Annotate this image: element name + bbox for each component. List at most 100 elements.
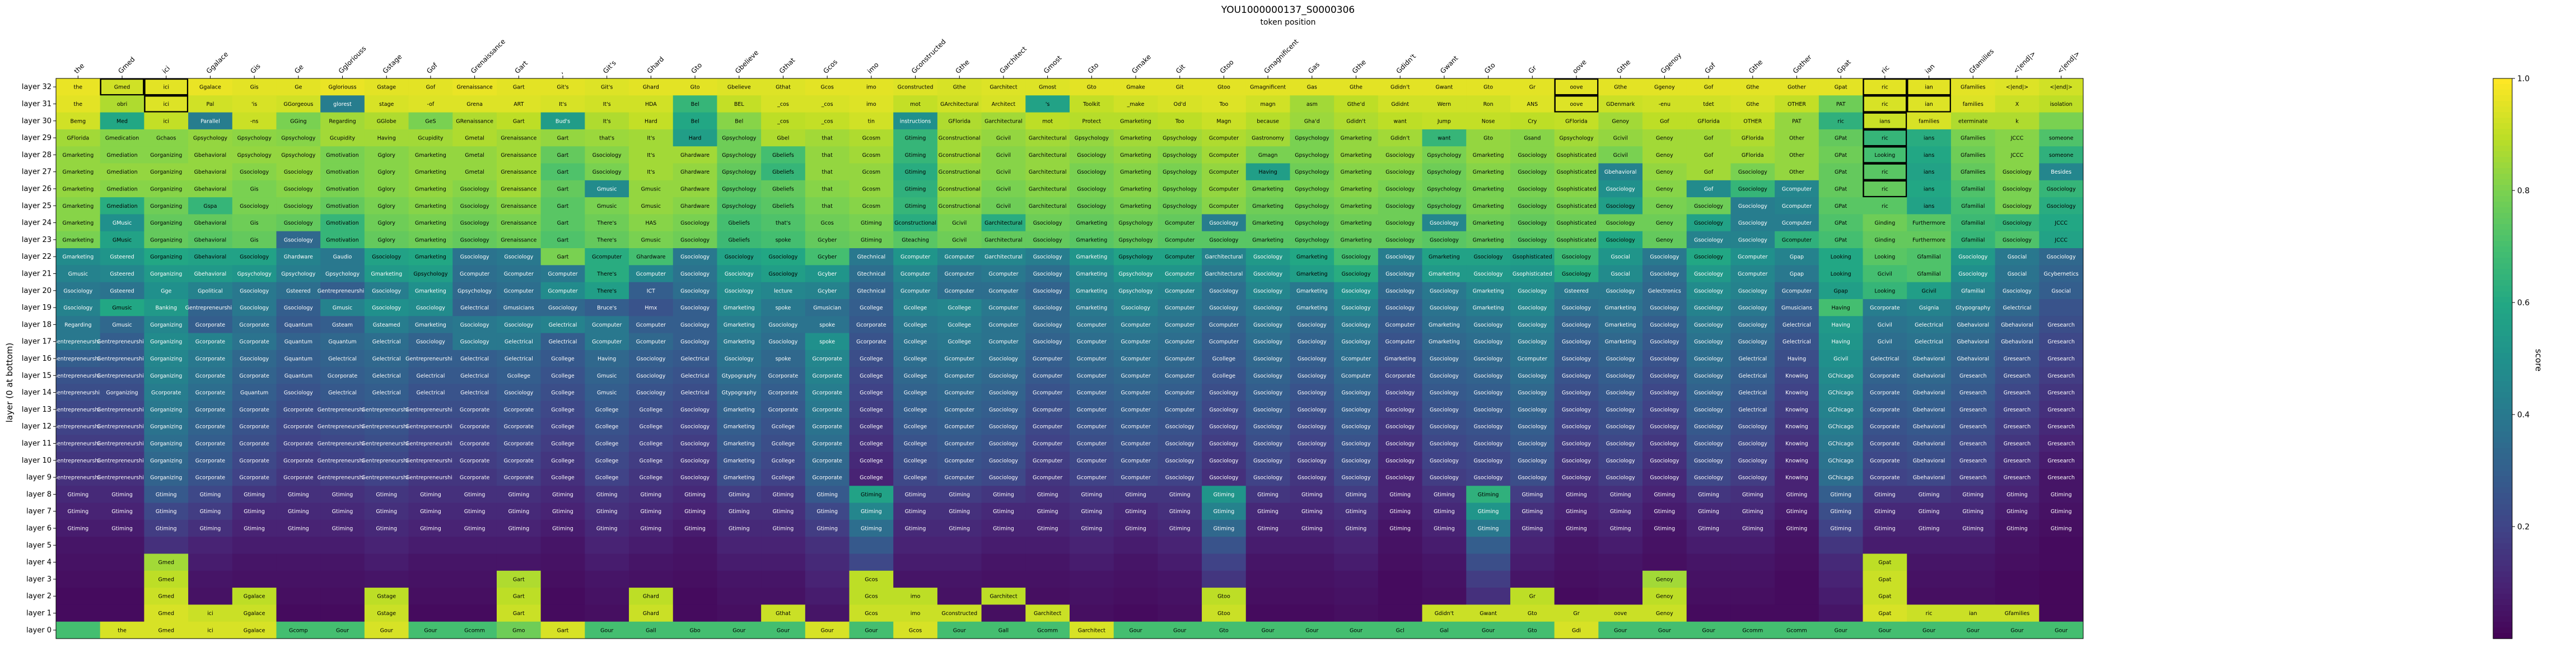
- cell-token-label: Gtiming: [1919, 509, 1940, 515]
- heatmap-cell: [1775, 553, 1819, 571]
- cell-token-label: Gcomputer: [1738, 254, 1767, 260]
- cell-token-label: Bel: [735, 118, 743, 124]
- heatmap-cell: [1466, 112, 1511, 130]
- cell-token-label: Gtiming: [68, 492, 89, 498]
- cell-token-label: Garchitectural: [1029, 186, 1067, 192]
- heatmap-cell: [893, 248, 938, 266]
- heatmap-cell: [1598, 180, 1643, 198]
- colorbar-swatch: [2493, 162, 2512, 169]
- cell-token-label: Gsociology: [1650, 475, 1679, 481]
- cell-token-label: Od'd: [1174, 101, 1186, 108]
- cell-token-label: It's: [647, 152, 655, 159]
- heatmap-cell: [1995, 570, 2040, 588]
- heatmap-cell: [893, 570, 938, 588]
- cell-token-label: Ghardware: [284, 254, 313, 260]
- heatmap-cell: [585, 231, 629, 249]
- cell-token-label: Gcosm: [862, 186, 881, 192]
- cell-token-label: GPat: [1835, 220, 1847, 226]
- cell-token-label: Gsociology: [1430, 220, 1459, 226]
- cell-token-label: Gtiming: [1037, 492, 1058, 498]
- cell-token-label: Gbehavioral: [1913, 458, 1945, 464]
- cell-token-label: Ggenoy: [1654, 85, 1675, 91]
- cell-token-label: Knowing: [1785, 424, 1808, 430]
- colorbar-swatch: [2493, 499, 2512, 505]
- heatmap-cell: [1025, 231, 1070, 249]
- colorbar-swatch: [2493, 487, 2512, 494]
- cell-token-label: want: [1438, 136, 1451, 142]
- heatmap-cell: [1290, 163, 1334, 181]
- cell-token-label: Ghard: [643, 594, 659, 600]
- heatmap-cell: [1070, 553, 1114, 571]
- heatmap-cell: [1202, 197, 1247, 215]
- heatmap-cell: [1730, 604, 1775, 622]
- cell-token-label: Gsociology: [1694, 475, 1723, 481]
- heatmap-cell: [452, 248, 497, 266]
- heatmap-cell: [1995, 231, 2040, 249]
- cell-token-label: Gcollege: [860, 424, 883, 430]
- colorbar-swatch: [2493, 331, 2512, 337]
- cell-token-label: Gtoo: [1217, 85, 1230, 91]
- cell-token-label: Gcomputer: [988, 305, 1018, 311]
- heatmap-cell: [188, 197, 233, 215]
- heatmap-cell: [1995, 146, 2040, 164]
- heatmap-cell: [1818, 604, 1864, 622]
- colorbar-swatch: [2493, 241, 2512, 247]
- heatmap-cell: [1686, 604, 1731, 622]
- cell-token-label: Gcollege: [551, 356, 575, 362]
- cell-token-label: X: [2015, 101, 2019, 108]
- heatmap-cell: [1730, 231, 1775, 249]
- cell-token-label: Gcomputer: [1165, 322, 1194, 328]
- cell-token-label: Gcollege: [904, 390, 927, 396]
- cell-token-label: Gmarketing: [415, 186, 446, 192]
- cell-token-label: Gpsychology: [1163, 152, 1197, 159]
- heatmap-cell: [188, 248, 233, 266]
- heatmap-cell: [717, 570, 762, 588]
- heatmap-cell: [1466, 78, 1511, 96]
- cell-token-label: Gthe: [1746, 85, 1759, 91]
- cell-token-label: Gcomputer: [1165, 220, 1194, 226]
- heatmap-cell: [540, 112, 585, 130]
- cell-token-label: Grena: [466, 101, 483, 108]
- cell-token-label: Gsociology: [1738, 458, 1767, 464]
- heatmap-cell: [1554, 265, 1599, 283]
- heatmap-cell: [1818, 112, 1864, 130]
- heatmap-cell: [1202, 265, 1247, 283]
- heatmap-cell: [805, 282, 850, 300]
- cell-token-label: Grenaissance: [501, 169, 536, 175]
- heatmap-cell: [1334, 214, 1379, 232]
- cell-token-label: Gsociology: [1562, 339, 1591, 345]
- cell-token-label: Gentrepreneurship: [97, 441, 147, 447]
- heatmap-cell: [364, 163, 409, 181]
- cell-token-label: Gmotivation: [326, 169, 358, 175]
- heatmap-cell: [673, 78, 717, 96]
- cell-token-label: Gsociology: [1209, 237, 1238, 243]
- cell-token-label: Gglory: [378, 237, 396, 243]
- cell-token-label: <|end|>: [2006, 85, 2028, 91]
- cell-token-label: Ginding: [1874, 220, 1895, 226]
- row-label: layer 29: [22, 134, 52, 142]
- heatmap-cell: [805, 95, 850, 113]
- heatmap-cell: [1466, 214, 1511, 232]
- cell-token-label: ici: [207, 627, 213, 634]
- cell-token-label: Gpsychology: [722, 203, 757, 210]
- cell-token-label: Grenaissance: [501, 152, 536, 159]
- cell-token-label: Hmx: [645, 305, 657, 311]
- cell-token-label: Ggalace: [244, 627, 265, 634]
- heatmap-cell: [452, 180, 497, 198]
- cell-token-label: Med: [116, 118, 128, 124]
- heatmap-cell: [1818, 146, 1864, 164]
- cell-token-label: that's: [599, 136, 614, 142]
- cell-token-label: Gsociology: [1430, 288, 1459, 294]
- heatmap-cell: [981, 146, 1026, 164]
- cell-token-label: Gmusicians: [1781, 305, 1812, 311]
- cell-token-label: Gtiming: [1874, 492, 1896, 498]
- cell-token-label: Gpsychology: [237, 136, 272, 142]
- cell-token-label: Gsociology: [989, 458, 1018, 464]
- cell-token-label: Grenaissance: [501, 237, 536, 243]
- cell-token-label: Gsociology: [240, 288, 269, 294]
- column-label: Gconstructed: [910, 38, 948, 75]
- cell-token-label: Gcollege: [595, 458, 619, 464]
- row-label: layer 28: [22, 151, 52, 159]
- cell-token-label: Gsociology: [1430, 237, 1459, 243]
- cell-token-label: Hard: [645, 118, 657, 124]
